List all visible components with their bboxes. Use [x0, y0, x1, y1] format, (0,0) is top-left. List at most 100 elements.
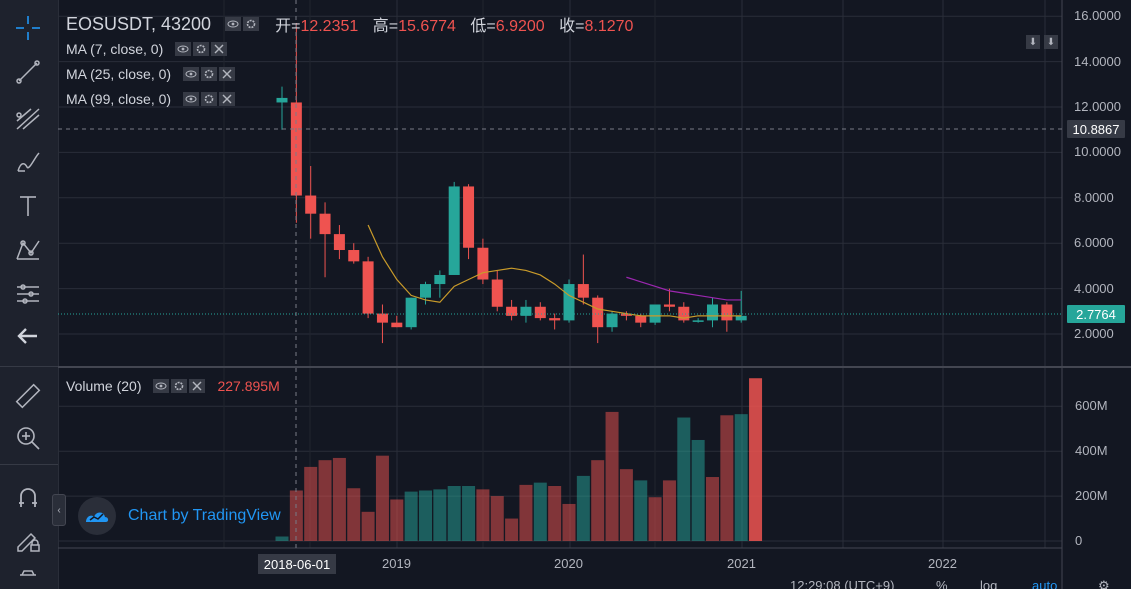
- gear-icon[interactable]: [171, 379, 188, 393]
- gear-icon[interactable]: [243, 17, 260, 31]
- volume-tick-label: 0: [1075, 533, 1083, 548]
- candle-body: [276, 97, 288, 103]
- candle-body: [707, 304, 718, 321]
- candle-body: [319, 213, 331, 235]
- clock-readout[interactable]: 12:29:08 (UTC+9): [790, 578, 895, 589]
- collapse-toolbar-button[interactable]: ‹: [52, 494, 66, 526]
- volume-bar: [548, 485, 562, 541]
- candle-body: [692, 320, 704, 322]
- eye-icon[interactable]: [225, 17, 242, 31]
- lock-drawing-icon[interactable]: [8, 526, 48, 554]
- volume-bar: [576, 475, 590, 541]
- eye-icon[interactable]: [183, 67, 200, 81]
- volume-bar: [375, 455, 389, 541]
- high-value: 15.6774: [398, 18, 456, 35]
- close-icon[interactable]: [219, 67, 236, 81]
- volume-bar: [275, 536, 289, 541]
- brush-icon[interactable]: [8, 148, 48, 176]
- back-arrow-icon[interactable]: [8, 322, 48, 350]
- chart-canvas[interactable]: [58, 0, 1131, 589]
- crosshair-time-label: 2018-06-01: [258, 554, 336, 574]
- ruler-icon[interactable]: [8, 382, 48, 410]
- volume-bars: [275, 378, 763, 541]
- price-tick-label: 12.0000: [1074, 99, 1121, 114]
- eye-icon[interactable]: [153, 379, 170, 393]
- volume-bar: [490, 496, 504, 541]
- volume-bar: [419, 490, 432, 541]
- trash-icon[interactable]: [8, 570, 48, 589]
- symbol-title: EOSUSDT, 43200: [66, 13, 212, 34]
- candle-body: [405, 297, 417, 328]
- gear-icon[interactable]: [193, 42, 210, 56]
- auto-toggle[interactable]: auto: [1032, 578, 1058, 589]
- eye-icon[interactable]: [175, 42, 192, 56]
- volume-bar: [332, 457, 346, 541]
- volume-bar: [533, 482, 547, 541]
- price-candles: [276, 23, 747, 344]
- low-value: 6.9200: [495, 18, 545, 35]
- volume-bar: [318, 460, 332, 541]
- volume-legend: Volume (20) 227.895M: [66, 378, 280, 394]
- ma99-label: MA (99, close, 0): [66, 91, 172, 107]
- candle-body: [391, 322, 403, 328]
- drawing-toolbar: [0, 0, 59, 589]
- gear-icon[interactable]: [201, 92, 218, 106]
- trend-line-icon[interactable]: [8, 58, 48, 86]
- open-key: 开=: [275, 18, 301, 35]
- chart-overlays: [58, 0, 1062, 548]
- time-tick-label: 2019: [382, 556, 411, 571]
- ma7-line: [367, 224, 742, 319]
- candle-body: [506, 306, 518, 316]
- prediction-icon[interactable]: [8, 280, 48, 308]
- volume-bar: [476, 489, 490, 541]
- high-key: 高=: [372, 18, 399, 35]
- candle-body: [549, 318, 561, 321]
- volume-bar: [734, 414, 748, 541]
- watermark-text: Chart by TradingView: [128, 507, 281, 524]
- eye-icon[interactable]: [183, 92, 200, 106]
- log-toggle[interactable]: log: [980, 578, 998, 589]
- ohlc-values: 开=12.2351 高=15.6774 低=6.9200 收=8.1270: [265, 12, 633, 36]
- volume-bar: [706, 477, 719, 541]
- arrow-down-icon[interactable]: ⬇: [1044, 35, 1058, 49]
- pattern-icon[interactable]: [8, 236, 48, 264]
- candle-body: [348, 250, 360, 262]
- tradingview-watermark[interactable]: Chart by TradingView: [78, 497, 281, 535]
- pitchfork-icon[interactable]: [8, 104, 48, 132]
- ma99-legend: MA (99, close, 0): [66, 91, 236, 107]
- volume-tick-label: 400M: [1075, 443, 1108, 459]
- volume-bar: [662, 480, 676, 541]
- time-tick-label: 2020: [554, 556, 583, 571]
- price-tick-label: 8.0000: [1074, 189, 1114, 205]
- price-tick-label: 16.0000: [1074, 8, 1121, 24]
- candle-body: [592, 297, 604, 328]
- volume-bar: [749, 378, 763, 541]
- candle-body: [477, 247, 489, 280]
- volume-bar: [619, 469, 633, 541]
- magnet-icon[interactable]: [8, 484, 48, 512]
- close-icon[interactable]: [219, 92, 236, 106]
- arrow-down-icon[interactable]: ⬇: [1026, 35, 1040, 49]
- candle-body: [376, 313, 388, 323]
- zoom-in-icon[interactable]: [8, 424, 48, 452]
- close-icon[interactable]: [211, 42, 228, 56]
- symbol-legend: EOSUSDT, 43200 开=12.2351 高=15.6774 低=6.9…: [66, 12, 633, 36]
- price-tick-label: 4.0000: [1074, 280, 1114, 296]
- candle-body: [563, 284, 575, 321]
- percent-toggle[interactable]: %: [936, 578, 948, 589]
- crosshair-icon[interactable]: [8, 14, 48, 42]
- volume-bar: [505, 518, 519, 541]
- toolbar-divider: [0, 366, 58, 367]
- candle-body: [606, 313, 618, 328]
- volume-value: 227.895M: [217, 378, 280, 394]
- candle-body: [434, 274, 446, 285]
- gear-icon[interactable]: [201, 67, 218, 81]
- volume-tick-label: 600M: [1075, 398, 1108, 414]
- volume-label: Volume (20): [66, 378, 142, 394]
- settings-gear-icon[interactable]: ⚙: [1098, 578, 1110, 589]
- text-icon[interactable]: [8, 192, 48, 220]
- candle-body: [721, 304, 733, 321]
- candle-body: [491, 279, 503, 307]
- close-icon[interactable]: [189, 379, 206, 393]
